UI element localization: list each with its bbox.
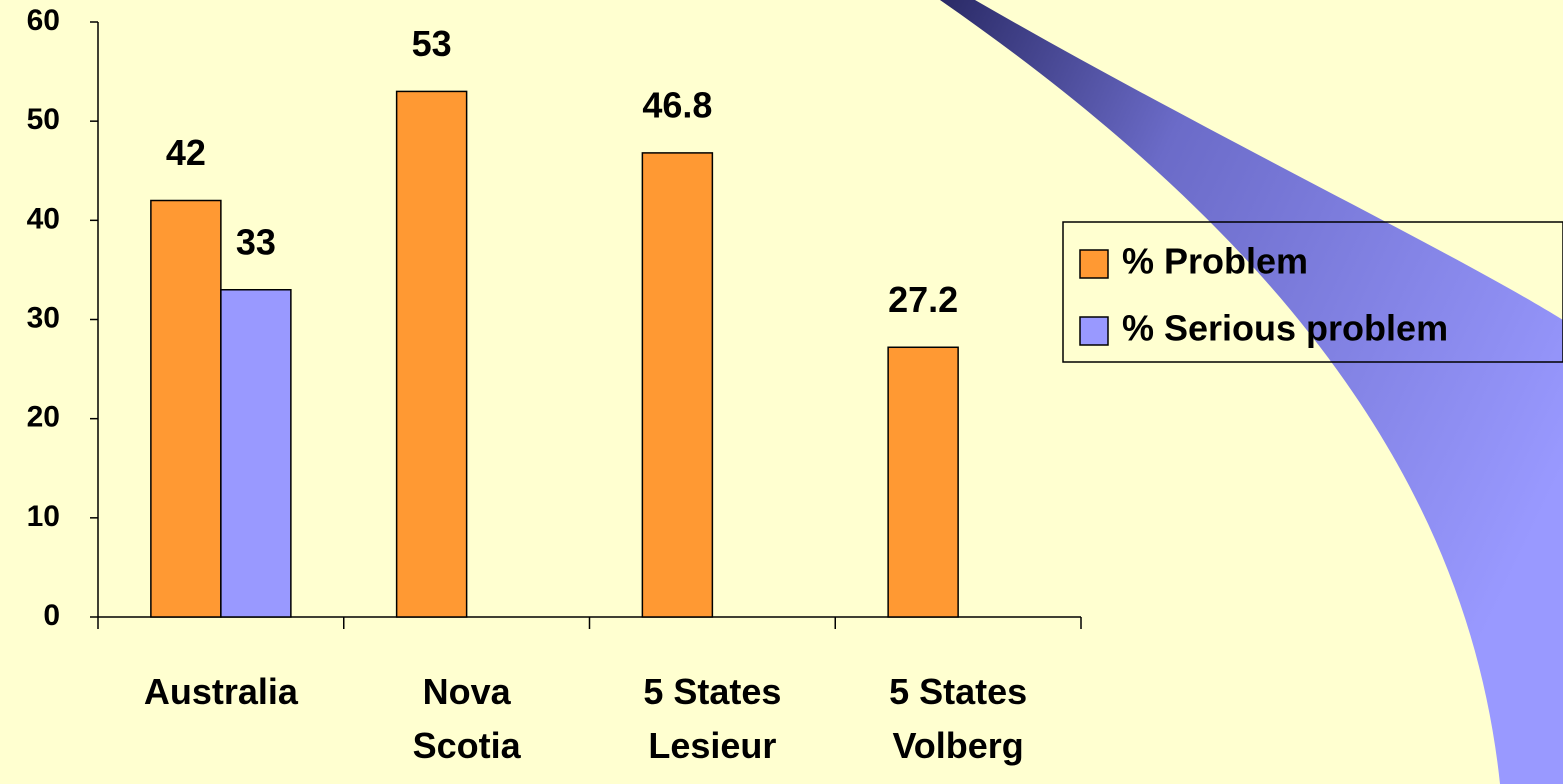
data-label: 42 — [166, 132, 206, 173]
x-tick-label: Australia — [101, 665, 341, 719]
legend-label: % Problem — [1122, 241, 1308, 282]
legend-swatch — [1080, 317, 1108, 345]
data-label: 46.8 — [642, 84, 712, 125]
x-tick-label: 5 States Volberg — [838, 665, 1078, 773]
data-label: 33 — [236, 221, 276, 262]
bar — [151, 201, 221, 618]
bar — [642, 153, 712, 617]
x-tick-label: Nova Scotia — [347, 665, 587, 773]
bar — [888, 347, 958, 617]
slide: 0 10 20 30 40 50 60 42 33 53 46.8 27.2 % Problem % Se… — [0, 0, 1563, 784]
y-tick-label: 50 — [27, 103, 60, 136]
y-tick-label: 60 — [27, 4, 60, 37]
legend-label: % Serious problem — [1122, 308, 1448, 349]
y-tick-label: 20 — [27, 401, 60, 434]
data-label: 27.2 — [888, 279, 958, 320]
y-tick-label: 10 — [27, 500, 60, 533]
y-tick-label: 40 — [27, 202, 60, 235]
bar — [397, 91, 467, 617]
x-tick-label: 5 States Lesieur — [592, 665, 832, 773]
y-tick-label: 0 — [43, 599, 60, 632]
data-label: 53 — [412, 23, 452, 64]
y-tick-label: 30 — [27, 301, 60, 334]
legend-swatch — [1080, 250, 1108, 278]
bar — [221, 290, 291, 617]
